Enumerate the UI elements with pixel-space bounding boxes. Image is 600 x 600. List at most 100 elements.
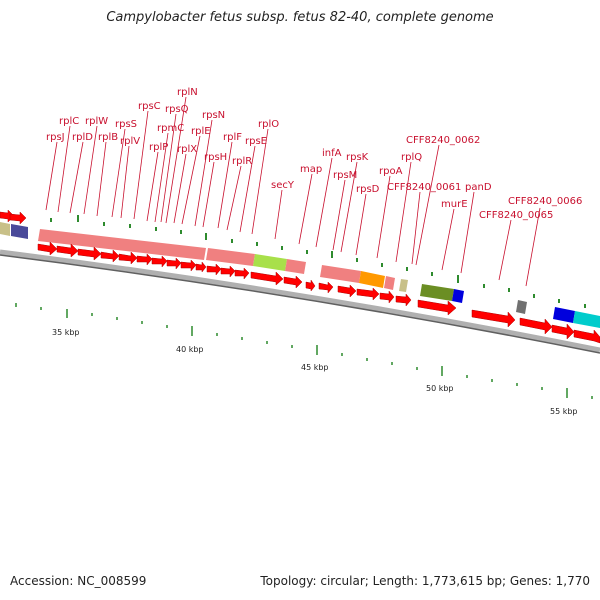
- gene-arrow: [379, 290, 395, 304]
- feature-block-gray: [516, 300, 527, 314]
- leader-line: [340, 161, 358, 253]
- leader-line: [96, 141, 107, 217]
- gene-arrows: [0, 209, 600, 344]
- gene-label-infA: infA: [322, 148, 342, 159]
- gene-label-rpsC: rpsC: [138, 101, 161, 112]
- leader-line: [45, 141, 58, 211]
- gene-label-rplX: rplX: [177, 144, 197, 155]
- leader-line: [441, 208, 455, 271]
- leader-line: [173, 153, 187, 224]
- gene-arrow: [206, 263, 222, 276]
- feature-block: [0, 222, 10, 236]
- gene-label-rpsK: rpsK: [346, 152, 369, 163]
- leader-line: [498, 219, 512, 281]
- leader-line: [146, 151, 159, 222]
- gene-arrow: [180, 259, 197, 272]
- gene-arrow: [551, 323, 575, 340]
- gene-arrow: [234, 267, 250, 280]
- gene-arrow: [9, 211, 27, 225]
- leader-line: [181, 135, 201, 225]
- gene-label-CFF8240_0065: CFF8240_0065: [479, 210, 553, 221]
- gene-labels: rpsJ rplC rplD rplW rplB rpsS rplV rpsC …: [46, 87, 582, 221]
- genome-backbone-edge: [0, 254, 600, 354]
- scale-label: 40 kbp: [176, 345, 204, 354]
- gene-label-rplF: rplF: [223, 132, 242, 143]
- gene-arrow: [250, 271, 284, 286]
- gene-arrow: [337, 284, 357, 298]
- leader-line: [525, 207, 541, 287]
- feature-block-secY: [253, 254, 287, 271]
- accession-label: Accession: NC_008599: [10, 574, 147, 588]
- leader-line: [160, 113, 177, 223]
- leader-line: [355, 193, 367, 256]
- feature-block-murE: [420, 284, 454, 301]
- gene-arrow: [166, 257, 182, 270]
- gene-label-rpoA: rpoA: [379, 166, 403, 177]
- gene-arrow: [220, 265, 236, 278]
- feature-block-blue: [553, 307, 575, 323]
- gene-label-rpsM: rpsM: [333, 170, 357, 181]
- leader-line: [251, 128, 269, 235]
- gene-label-rpsD: rpsD: [356, 184, 380, 195]
- gene-label-map: map: [300, 164, 322, 175]
- scale-label: 45 kbp: [301, 363, 329, 372]
- leader-line: [411, 191, 421, 265]
- feature-block: [11, 224, 28, 239]
- upper-ticks: [50, 215, 586, 308]
- gene-arrow: [519, 317, 553, 335]
- scale-labels: 35 kbp 40 kbp 45 kbp 50 kbp 55 kbp: [52, 328, 578, 416]
- gene-label-rpsS: rpsS: [115, 119, 137, 130]
- leader-line: [315, 157, 333, 248]
- gene-label-rpsQ: rpsQ: [165, 104, 189, 115]
- gene-label-rplB: rplB: [98, 132, 118, 143]
- gene-label-rplQ: rplQ: [401, 152, 422, 163]
- gene-arrow: [118, 251, 138, 265]
- leader-line: [226, 165, 242, 231]
- gene-label-rplN: rplN: [177, 87, 198, 98]
- leader-line: [298, 173, 313, 245]
- label-leaders: [45, 96, 541, 287]
- genome-backbone: [0, 249, 600, 353]
- feature-block-ribosomal: [38, 229, 206, 260]
- gene-label-rplW: rplW: [85, 116, 108, 127]
- feature-block: [384, 276, 395, 290]
- leader-line: [165, 96, 187, 224]
- gene-arrow: [37, 241, 58, 256]
- leader-line: [239, 145, 256, 233]
- gene-arrow: [56, 243, 79, 258]
- feature-block: [399, 279, 408, 292]
- gene-label-rplR: rplR: [232, 156, 252, 167]
- feature-band: [0, 222, 600, 328]
- gene-label-CFF8240_0066: CFF8240_0066: [508, 196, 582, 207]
- leader-line: [217, 141, 233, 229]
- gene-arrow: [283, 275, 303, 289]
- gene-arrow: [77, 246, 102, 261]
- leader-line: [120, 145, 130, 219]
- gene-label-rplP: rplP: [149, 142, 168, 153]
- feature-block-blue: [452, 289, 464, 303]
- leader-line: [69, 141, 84, 214]
- lower-ticks: [15, 303, 593, 399]
- gene-arrow: [573, 329, 600, 344]
- leader-line: [83, 125, 98, 215]
- leader-line: [415, 144, 440, 266]
- leader-line: [274, 189, 283, 240]
- gene-label-rplD: rplD: [72, 132, 93, 143]
- topology-label: Topology: circular; Length: 1,773,615 bp…: [260, 574, 590, 588]
- leader-line: [395, 161, 412, 263]
- gene-label-panD: panD: [465, 182, 492, 193]
- gene-label-murE: murE: [441, 199, 468, 210]
- gene-label-rplO: rplO: [258, 119, 279, 130]
- scale-label: 55 kbp: [550, 407, 578, 416]
- gene-label-rplE: rplE: [191, 126, 211, 137]
- gene-arrow: [417, 299, 457, 316]
- gene-arrow: [195, 261, 207, 273]
- feature-block: [320, 265, 361, 283]
- gene-arrow: [471, 309, 516, 328]
- scale-label: 50 kbp: [426, 384, 454, 393]
- gene-arrow: [136, 253, 153, 266]
- leader-line: [111, 128, 126, 218]
- gene-label-rpsN: rpsN: [202, 110, 225, 121]
